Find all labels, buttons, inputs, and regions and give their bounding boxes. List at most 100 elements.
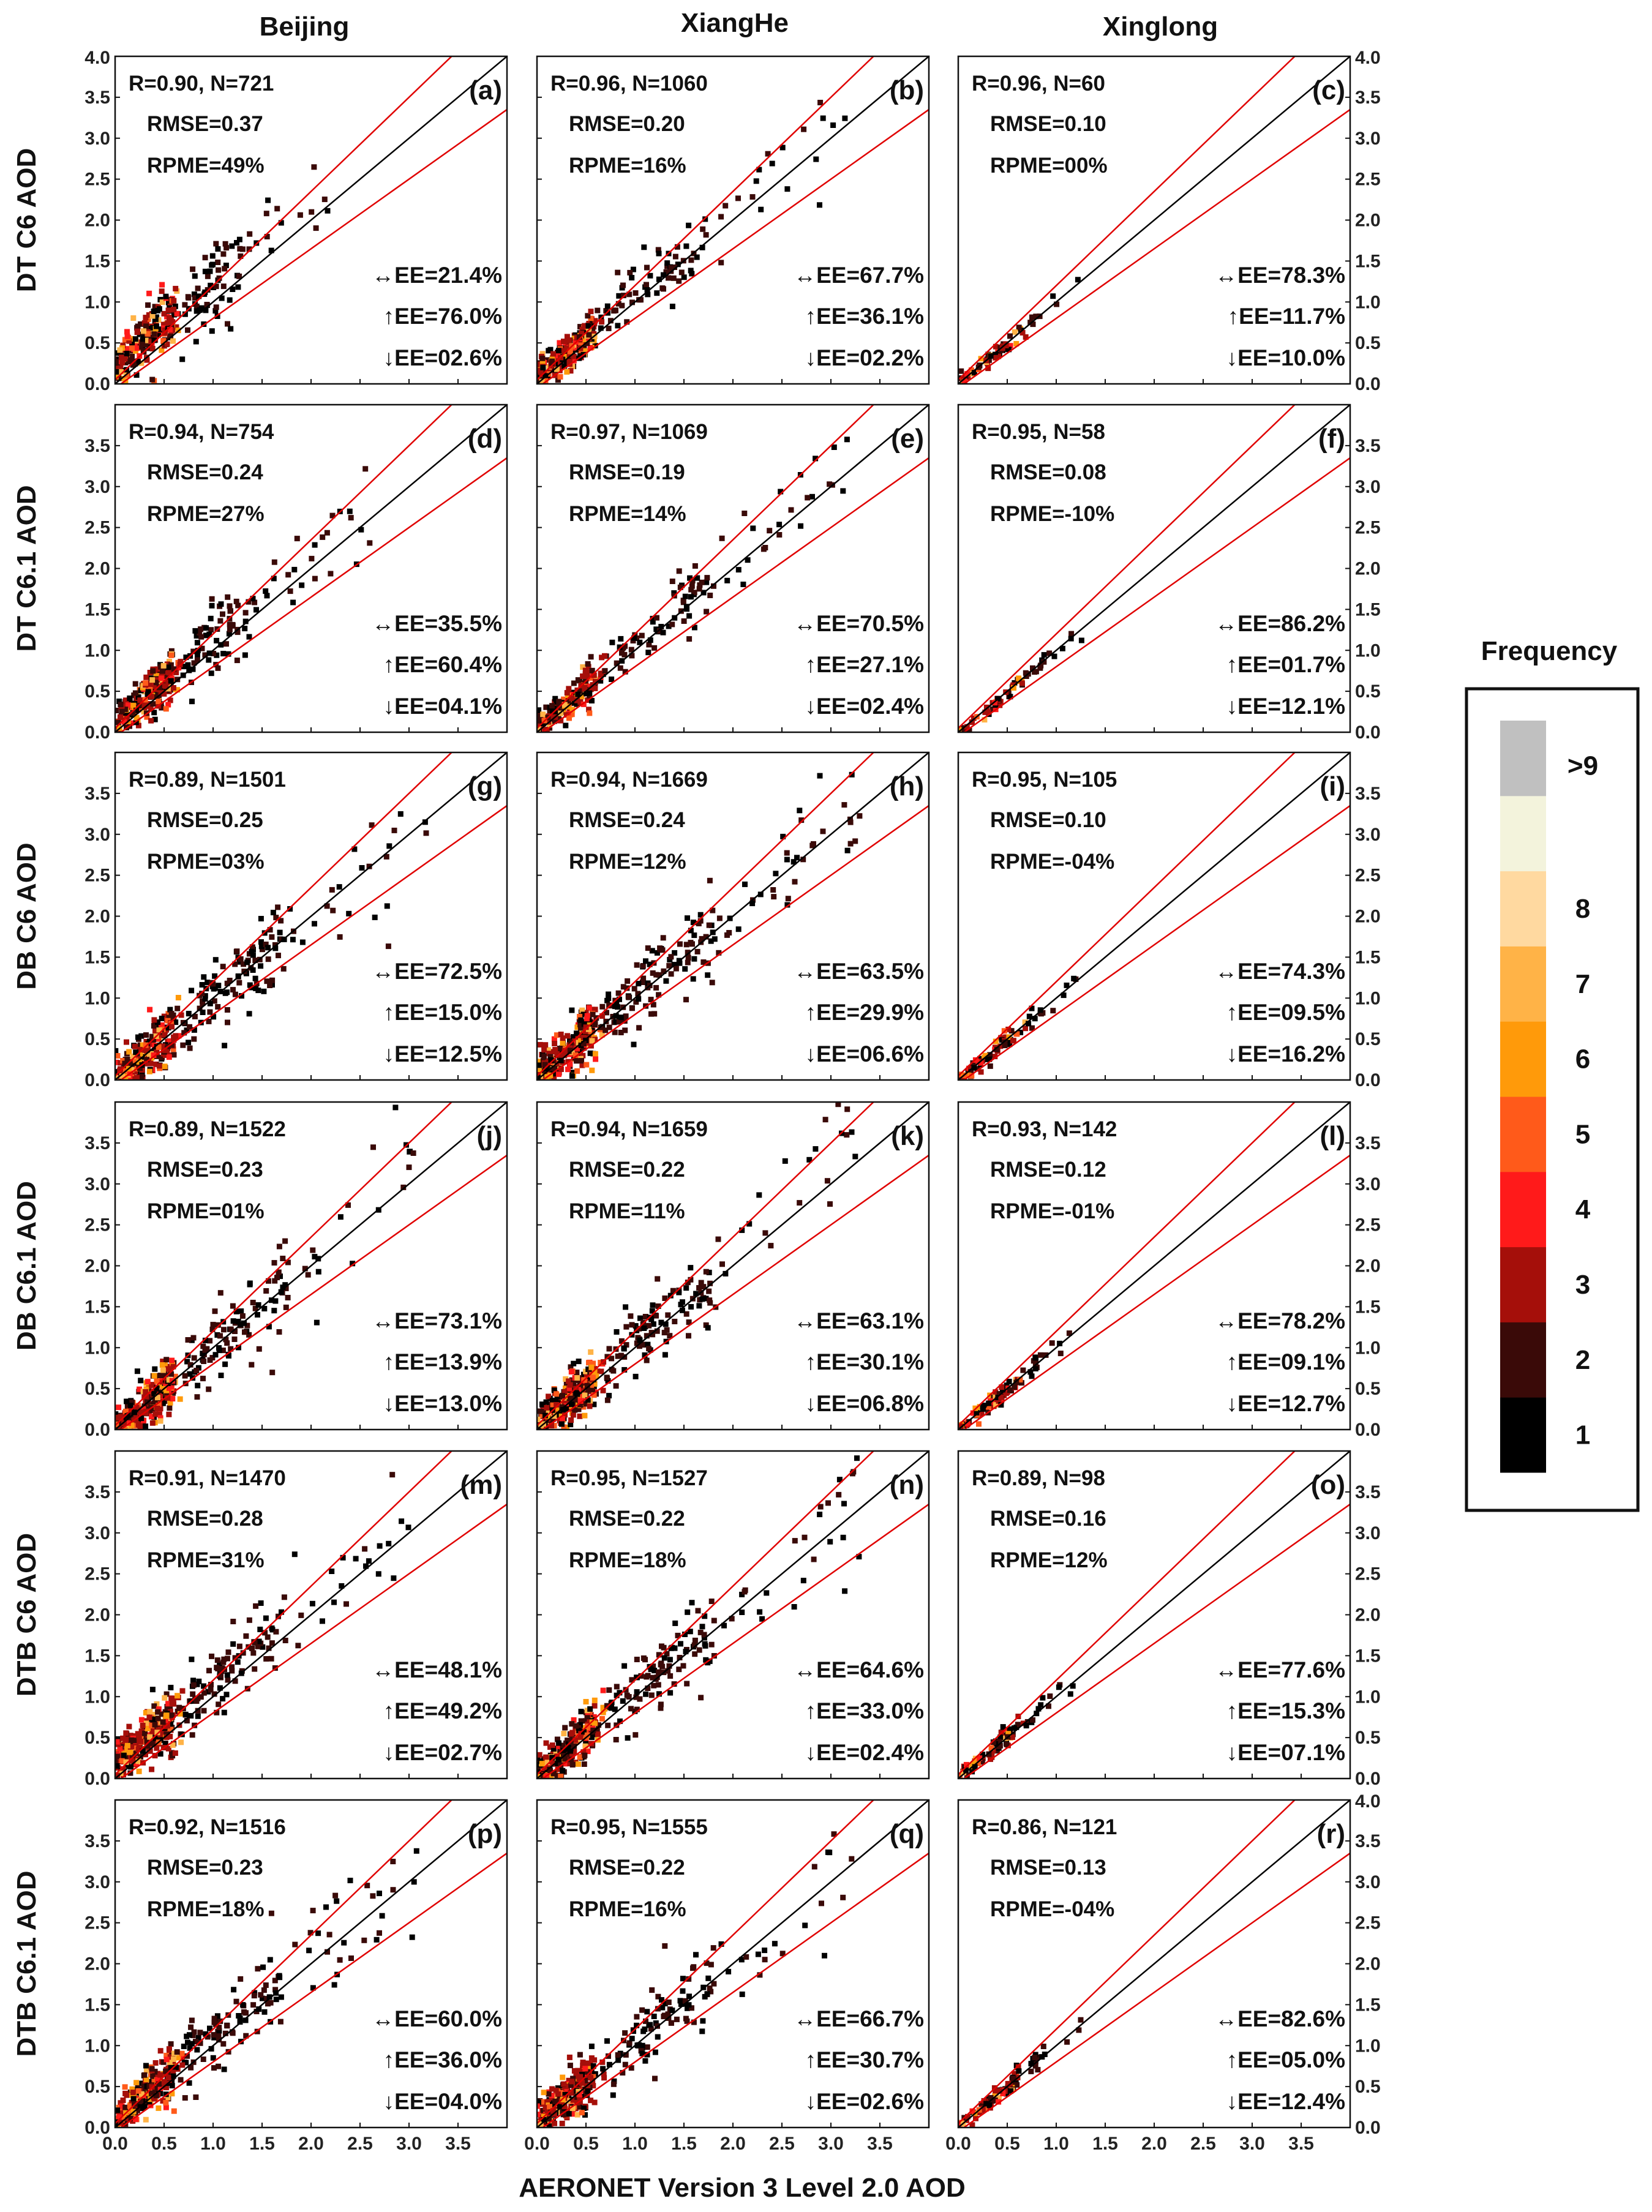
ee-lower-line [963, 804, 1350, 1080]
data-point [158, 675, 164, 681]
data-point [208, 1682, 214, 1687]
data-point [539, 351, 546, 357]
data-point [1029, 314, 1035, 320]
data-point [291, 1551, 298, 1558]
ee-upper-line [115, 752, 453, 1077]
data-point [661, 1655, 667, 1661]
data-point [560, 1742, 566, 1749]
data-point [830, 122, 836, 128]
data-point [263, 1656, 269, 1662]
data-point [235, 1319, 241, 1324]
data-point [998, 1402, 1004, 1408]
data-point [555, 1766, 561, 1772]
data-point [598, 325, 604, 331]
data-point [252, 958, 258, 964]
data-point [613, 1013, 619, 1019]
data-point [189, 988, 195, 994]
data-point [205, 273, 211, 279]
data-point [238, 956, 244, 962]
data-point [234, 240, 239, 246]
data-point [261, 988, 267, 994]
x-axis-ticks [958, 379, 1302, 384]
data-point [694, 948, 700, 954]
data-point [689, 1600, 695, 1606]
panel-k: R=0.94, N=1659RMSE=0.22RPME=11%(k)↔EE=63… [536, 1101, 930, 1431]
data-point [636, 1325, 642, 1332]
data-point [150, 1712, 156, 1717]
y-tick-label: 0.0 [1355, 374, 1381, 394]
one-to-one-line [115, 752, 507, 1080]
panel-h: R=0.94, N=1669RMSE=0.24RPME=12%(h)↔EE=63… [536, 751, 930, 1081]
data-point [609, 1367, 615, 1373]
data-point [133, 2080, 140, 2086]
data-point [158, 664, 164, 670]
data-point [541, 1074, 547, 1080]
data-point [685, 950, 691, 956]
data-point [667, 1690, 674, 1696]
data-point [272, 1298, 279, 1304]
data-point [718, 1941, 724, 1947]
data-point [1005, 1731, 1012, 1737]
data-point [773, 871, 779, 877]
data-point [966, 727, 972, 732]
data-point [201, 1683, 207, 1689]
data-point [188, 2024, 194, 2030]
data-point [537, 726, 541, 732]
data-point [605, 1378, 611, 1384]
data-point [146, 342, 152, 348]
data-point [691, 624, 697, 631]
x-axis-ticks [958, 1425, 1302, 1430]
data-point [537, 373, 540, 379]
data-point [147, 1038, 152, 1044]
data-point [145, 331, 151, 337]
data-point [580, 1011, 587, 1018]
data-point [202, 255, 208, 261]
data-point [314, 1319, 320, 1325]
data-point [344, 1601, 349, 1607]
data-point [170, 338, 176, 344]
data-point [561, 1731, 567, 1736]
data-point [236, 1643, 242, 1649]
data-point [151, 309, 157, 314]
row-label: DB C6.1 AOD [12, 1181, 42, 1351]
data-point [606, 1687, 612, 1693]
data-point [591, 1381, 598, 1387]
data-point [156, 1398, 162, 1404]
data-point [202, 289, 208, 295]
data-point [646, 642, 652, 648]
data-point [124, 1403, 130, 1409]
data-point [742, 1587, 748, 1593]
data-point [676, 278, 682, 284]
data-point [124, 346, 130, 352]
data-point [165, 321, 171, 328]
data-point [569, 1753, 576, 1760]
data-point [540, 2108, 546, 2113]
data-point [337, 1214, 344, 1220]
data-point [581, 1761, 587, 1767]
data-point [782, 1158, 788, 1164]
data-point [667, 1333, 673, 1339]
data-point [587, 1403, 593, 1409]
data-point [539, 1412, 545, 1418]
ee-lower-line [963, 108, 1350, 384]
data-point [571, 358, 577, 364]
data-point [406, 1164, 412, 1171]
data-point [1049, 1340, 1055, 1346]
data-point [571, 1381, 577, 1386]
y-tick-label: 3.5 [84, 1831, 110, 1851]
data-point [169, 2083, 175, 2089]
data-point [151, 337, 157, 343]
data-point [160, 1367, 166, 1373]
data-point [159, 1711, 165, 1717]
data-point [143, 1738, 149, 1744]
data-point [582, 667, 588, 673]
data-point [688, 1265, 694, 1271]
data-point [157, 1751, 163, 1757]
data-point [584, 1383, 590, 1389]
data-point [276, 953, 281, 959]
data-point [1024, 1719, 1031, 1725]
data-point [626, 1694, 632, 1700]
data-point [577, 1378, 584, 1384]
data-point [210, 261, 216, 268]
panel-letter: (g) [468, 771, 502, 801]
